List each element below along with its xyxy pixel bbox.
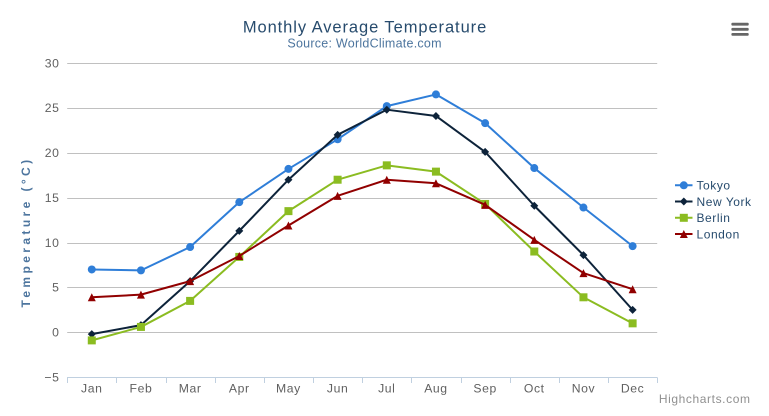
svg-text:30: 30 [45, 56, 60, 70]
svg-text:25: 25 [45, 101, 60, 115]
svg-text:Jan: Jan [81, 382, 102, 396]
svg-text:10: 10 [45, 236, 60, 250]
svg-text:20: 20 [45, 146, 60, 160]
svg-text:−5: −5 [44, 371, 59, 385]
svg-text:Temperature (°C): Temperature (°C) [19, 157, 33, 308]
svg-text:Nov: Nov [572, 382, 596, 396]
svg-text:New York: New York [697, 195, 753, 209]
svg-text:Highcharts.com: Highcharts.com [659, 392, 751, 406]
svg-text:Feb: Feb [130, 382, 153, 396]
svg-text:Source: WorldClimate.com: Source: WorldClimate.com [287, 37, 441, 51]
svg-text:Jul: Jul [378, 382, 395, 396]
svg-text:Jun: Jun [327, 382, 348, 396]
svg-text:Dec: Dec [621, 382, 644, 396]
svg-text:5: 5 [52, 281, 59, 295]
svg-text:Monthly Average Temperature: Monthly Average Temperature [243, 18, 487, 36]
svg-text:London: London [697, 227, 740, 241]
svg-text:Tokyo: Tokyo [697, 179, 731, 193]
svg-text:Berlin: Berlin [697, 211, 731, 225]
svg-text:Sep: Sep [473, 382, 497, 396]
svg-text:Apr: Apr [229, 382, 250, 396]
svg-text:May: May [276, 382, 301, 396]
svg-text:Aug: Aug [424, 382, 448, 396]
svg-text:Oct: Oct [524, 382, 545, 396]
svg-text:15: 15 [45, 191, 60, 205]
svg-text:Mar: Mar [179, 382, 202, 396]
svg-text:0: 0 [52, 326, 59, 340]
